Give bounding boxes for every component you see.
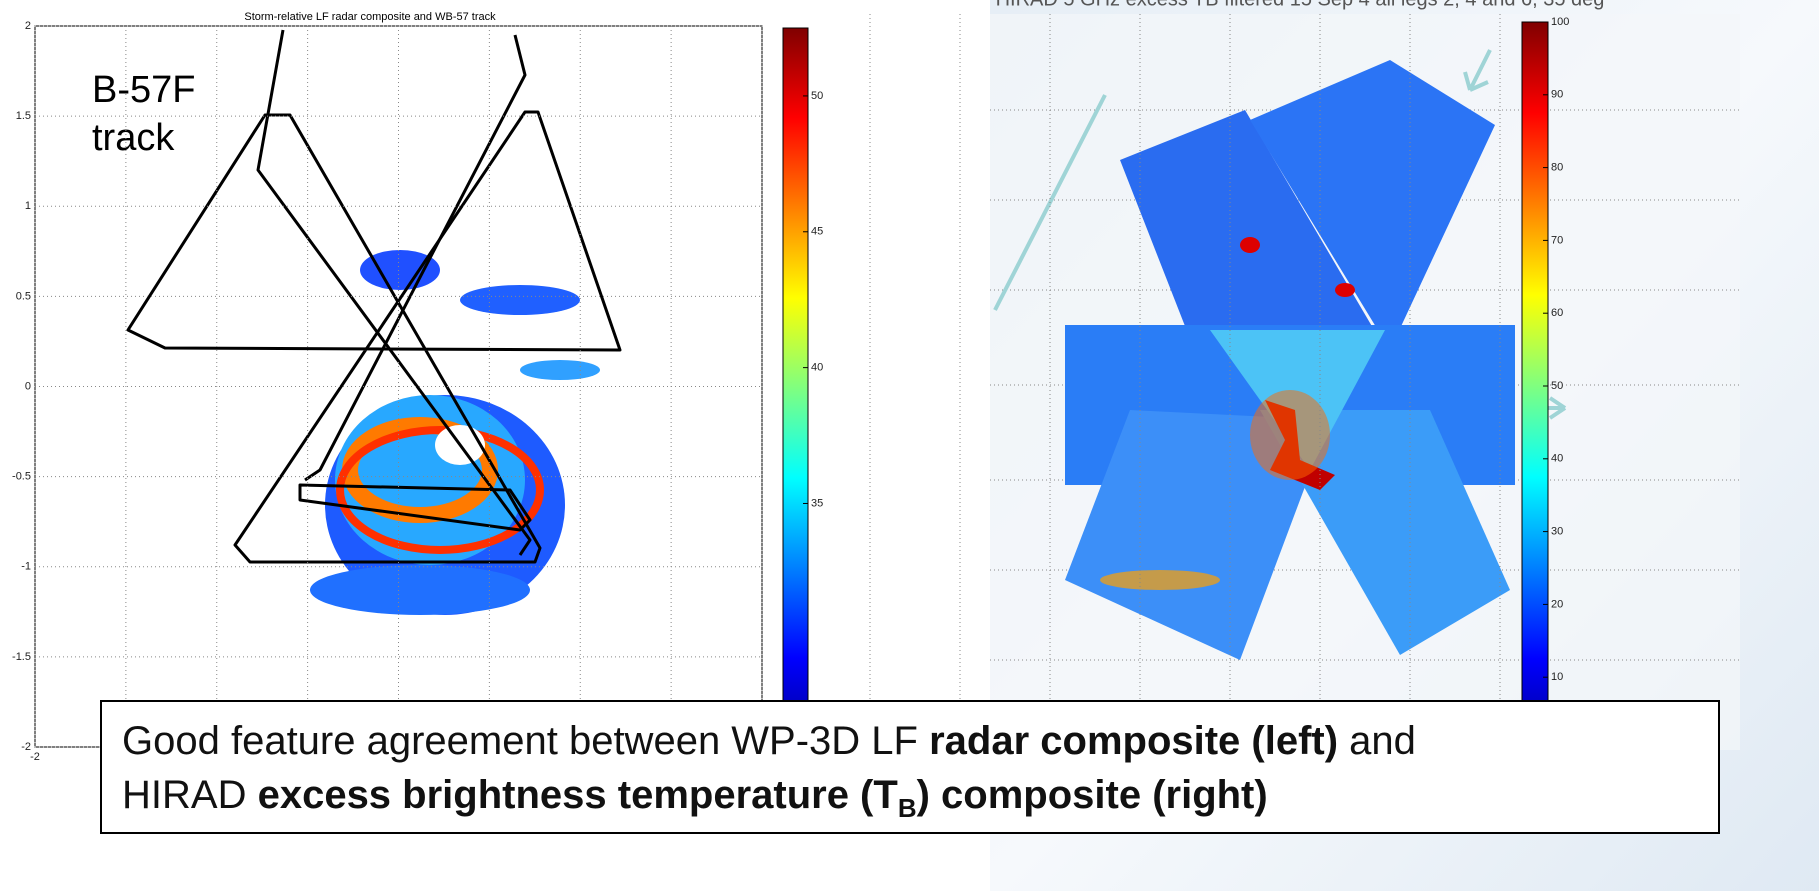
y-tick-label: -0.5 bbox=[12, 471, 31, 483]
caption-text: radar composite (left) bbox=[929, 719, 1339, 763]
chart-title: Storm-relative LF radar composite and WB… bbox=[244, 11, 496, 23]
y-tick-label: 0.5 bbox=[16, 290, 31, 302]
colorbar-tick-label: 20 bbox=[1551, 598, 1563, 610]
x-tick-label: -2 bbox=[30, 751, 40, 763]
annotation: B-57F track bbox=[92, 69, 195, 159]
y-tick-label: -1.5 bbox=[12, 651, 31, 663]
flight-track bbox=[126, 29, 622, 564]
caption-text: ) bbox=[916, 773, 930, 817]
y-tick-label: -2 bbox=[21, 741, 31, 753]
colorbar-tick-label: 80 bbox=[1551, 162, 1563, 174]
caption-text: B bbox=[897, 793, 917, 823]
chart-title: HIRAD 5 GHz excess TB filtered 15 Sep 4 … bbox=[996, 0, 1605, 10]
y-tick-label: 1 bbox=[25, 200, 31, 212]
caption-text: excess brightness temperature (T bbox=[257, 773, 898, 817]
colorbar-tick-label: 10 bbox=[1551, 671, 1563, 683]
y-tick-label: 0 bbox=[25, 380, 31, 392]
colorbar-tick-label: 90 bbox=[1551, 89, 1563, 101]
caption-text: composite (right) bbox=[929, 773, 1268, 817]
y-tick-label: 2 bbox=[25, 20, 31, 32]
colorbar-tick-label: 70 bbox=[1551, 234, 1563, 246]
caption-text: and bbox=[1338, 719, 1416, 763]
y-tick-label: 1.5 bbox=[16, 110, 31, 122]
colorbar-tick-label: 40 bbox=[1551, 453, 1563, 465]
colorbar bbox=[782, 27, 809, 749]
caption-text: HIRAD bbox=[122, 773, 258, 817]
colorbar-tick-label: 60 bbox=[1551, 307, 1563, 319]
colorbar-tick-label: 35 bbox=[811, 497, 823, 509]
colorbar-tick-label: 50 bbox=[811, 90, 823, 102]
colorbar-tick-label: 40 bbox=[811, 362, 823, 374]
caption-text: Good feature agreement between WP-3D LF bbox=[122, 719, 930, 763]
colorbar-tick-label: 50 bbox=[1551, 380, 1563, 392]
y-tick-label: -1 bbox=[21, 561, 31, 573]
colorbar-tick-label: 30 bbox=[1551, 526, 1563, 538]
caption: Good feature agreement between WP-3D LF … bbox=[100, 700, 1720, 834]
colorbar-tick-label: 45 bbox=[811, 226, 823, 238]
colorbar-tick-label: 100 bbox=[1551, 16, 1569, 28]
